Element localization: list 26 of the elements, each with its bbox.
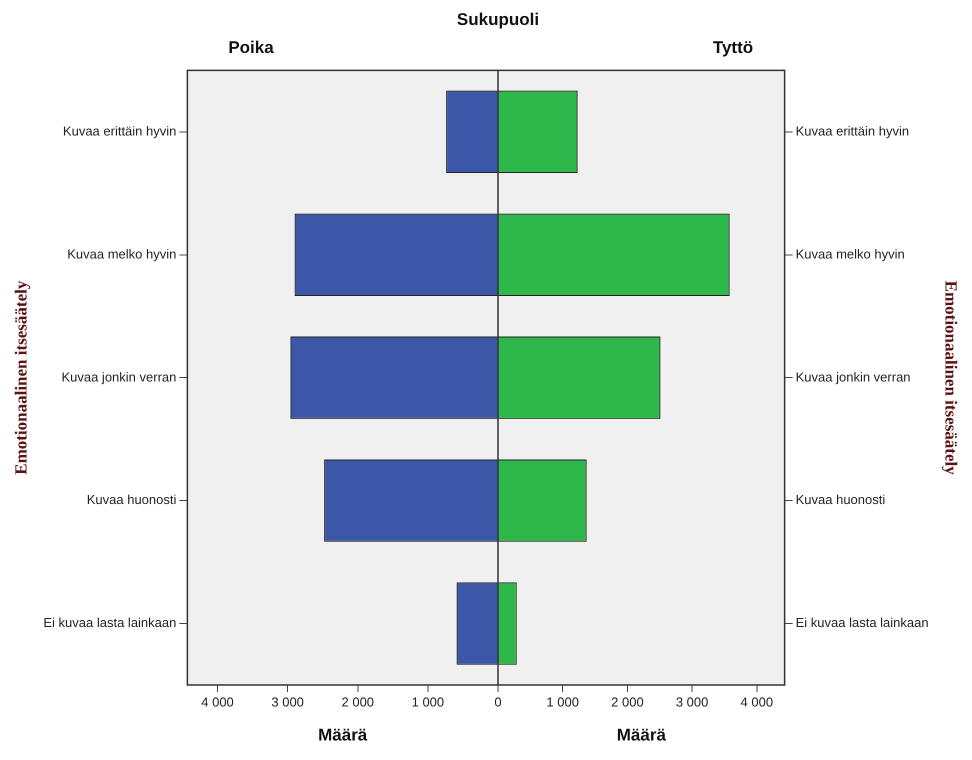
y-tick-label: Ei kuvaa lasta lainkaan bbox=[796, 615, 929, 630]
y-tick-label: Kuvaa jonkin verran bbox=[61, 369, 176, 384]
y-tick-label: Kuvaa huonosti bbox=[86, 492, 176, 508]
x-tick-label: 1 000 bbox=[546, 694, 579, 710]
x-tick-label: 1 000 bbox=[412, 694, 444, 710]
y-tick-label: Kuvaa erittäin hyvin bbox=[62, 123, 176, 138]
chart-subtitle: Poika bbox=[228, 38, 274, 57]
chart-subtitle: Tyttö bbox=[712, 38, 754, 57]
y-tick-label: Kuvaa melko hyvin bbox=[67, 246, 176, 262]
x-axis-title: Määrä bbox=[616, 725, 666, 744]
y-tick-label: Ei kuvaa lasta lainkaan bbox=[43, 615, 176, 630]
y-tick-label: Kuvaa erittäin hyvin bbox=[796, 123, 910, 138]
x-tick-label: 4 000 bbox=[740, 694, 774, 710]
x-tick-label: 0 bbox=[494, 694, 502, 710]
y-tick-label: Kuvaa huonosti bbox=[796, 492, 886, 508]
chart-title: Sukupuoli bbox=[456, 10, 540, 30]
x-tick-label: 2 000 bbox=[611, 694, 644, 710]
x-axis-title: Määrä bbox=[318, 725, 368, 744]
y-axis-title: Emotionaalinen itsesäätely bbox=[12, 280, 31, 475]
y-tick-label: Kuvaa melko hyvin bbox=[796, 246, 905, 262]
x-tick-label: 3 000 bbox=[271, 694, 304, 710]
x-tick-label: 4 000 bbox=[201, 694, 234, 710]
y-axis-title: Emotionaalinen itsesäätely bbox=[941, 280, 960, 476]
y-tick-label: Kuvaa jonkin verran bbox=[796, 369, 911, 384]
x-tick-label: 2 000 bbox=[341, 694, 374, 710]
x-tick-label: 3 000 bbox=[676, 694, 708, 710]
